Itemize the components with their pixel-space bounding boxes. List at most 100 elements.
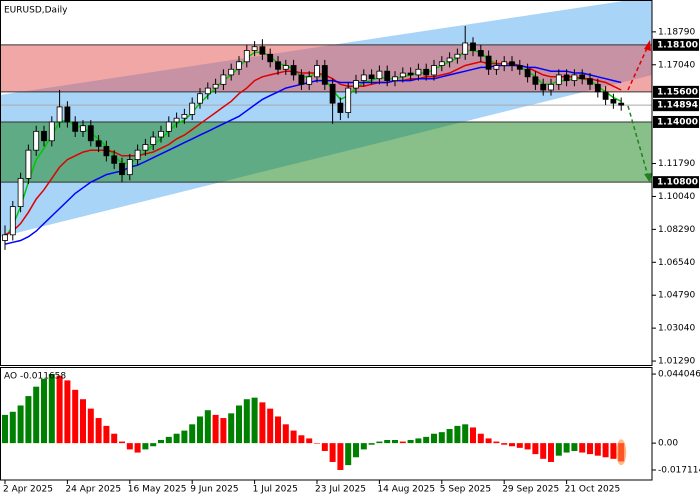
level-label-box [653, 38, 699, 51]
ao-bar [25, 396, 32, 444]
candle-body [594, 83, 601, 93]
ao-bar [181, 430, 188, 444]
y-tick-label: 1.01290 [658, 357, 695, 367]
candle-body [329, 83, 336, 104]
candle-body [189, 102, 196, 115]
candle-body [48, 121, 55, 142]
ao-bar [158, 440, 164, 444]
ao-bar [337, 443, 344, 470]
candle-body [407, 72, 414, 76]
ao-bar [462, 424, 469, 444]
candle-body [540, 83, 547, 91]
candle-body [64, 106, 71, 123]
candle-body [56, 106, 63, 123]
ao-bar [189, 424, 196, 444]
y-tick-label: 1.08290 [658, 225, 695, 235]
candle-body [282, 65, 289, 70]
ao-bar [540, 443, 547, 459]
current-price-label-box [653, 99, 699, 112]
candle-body [72, 121, 79, 132]
candle-body [485, 55, 492, 70]
ao-bar [236, 405, 242, 444]
ao-frame [0, 367, 653, 481]
ao-bar [165, 436, 172, 444]
ao-bar [454, 425, 461, 444]
ao-bar [470, 427, 476, 444]
ao-bar [197, 416, 203, 444]
candle-body [454, 53, 461, 59]
y-tick-label: 0.00 [658, 439, 678, 449]
main-frame [0, 0, 653, 366]
candle-body [532, 76, 539, 85]
ao-bar [2, 414, 8, 444]
ao-bar [493, 441, 500, 444]
candle-body [212, 83, 219, 89]
ao-bar [602, 443, 609, 458]
candle-body [290, 65, 297, 76]
ao-bar [134, 443, 141, 453]
x-tick-label: 16 May 2025 [128, 485, 187, 495]
candle-body [95, 140, 102, 147]
candle-body [392, 76, 398, 81]
ao-bar [524, 443, 531, 450]
y-tick-label: 1.03040 [658, 324, 695, 334]
ao-bar [415, 438, 422, 444]
candle-body [493, 65, 500, 70]
ao-bar [563, 443, 570, 453]
candle-body [555, 74, 562, 85]
y-tick-label: 1.17040 [658, 60, 695, 70]
candle-body [41, 130, 47, 142]
ao-bar [275, 416, 281, 444]
ao-bar [103, 425, 110, 444]
ao-bar [392, 440, 398, 444]
ao-title: AO -0.011658 [4, 372, 66, 382]
y-tick-label: 1.06540 [658, 258, 695, 268]
chart-title: EURUSD,Daily [4, 6, 68, 16]
candle-body [618, 102, 625, 106]
candle-body [119, 162, 125, 176]
ao-bar [87, 408, 94, 444]
ao-bar [95, 418, 102, 444]
candle-body [111, 155, 118, 164]
candle-body [306, 76, 313, 85]
candle-body [477, 50, 484, 57]
level-label: 1.10800 [657, 178, 698, 188]
y-tick-label: 1.10040 [658, 192, 695, 202]
ao-bar [407, 440, 414, 444]
ao-bar [126, 443, 133, 450]
down-arrow-head [644, 173, 652, 183]
candle-body [228, 68, 235, 76]
candle-body [134, 149, 141, 160]
ao-bar [290, 430, 297, 444]
x-tick-label: 1 Jul 2025 [253, 485, 298, 495]
ao-bar [41, 378, 47, 444]
candle-body [181, 114, 188, 119]
current-bar-highlight [616, 439, 627, 466]
ao-bar [48, 374, 55, 444]
candle-body [548, 83, 554, 91]
level-label: 1.14000 [657, 117, 698, 127]
candle-body [103, 146, 110, 157]
ao-bar [438, 432, 445, 444]
ao-bar [509, 443, 515, 447]
candle-body [345, 87, 352, 113]
ao-bar [228, 413, 235, 444]
candle-body [524, 68, 531, 78]
ao-bar [587, 443, 593, 455]
candle-body [298, 74, 305, 85]
ao-bar [259, 402, 266, 444]
ao-bar [321, 443, 328, 451]
level-label-box [653, 85, 699, 98]
level-label: 1.18100 [657, 40, 698, 50]
candle-body [2, 234, 8, 241]
ao-bar [119, 441, 125, 444]
x-tick-label: 29 Sep 2025 [502, 485, 559, 495]
ao-bar [298, 435, 305, 444]
candle-body [220, 74, 227, 85]
candle-body [462, 42, 469, 55]
level-label-box [653, 115, 699, 128]
ao-bar [446, 429, 453, 444]
candle-body [25, 149, 32, 179]
y-tick-label: 1.18790 [658, 27, 695, 37]
